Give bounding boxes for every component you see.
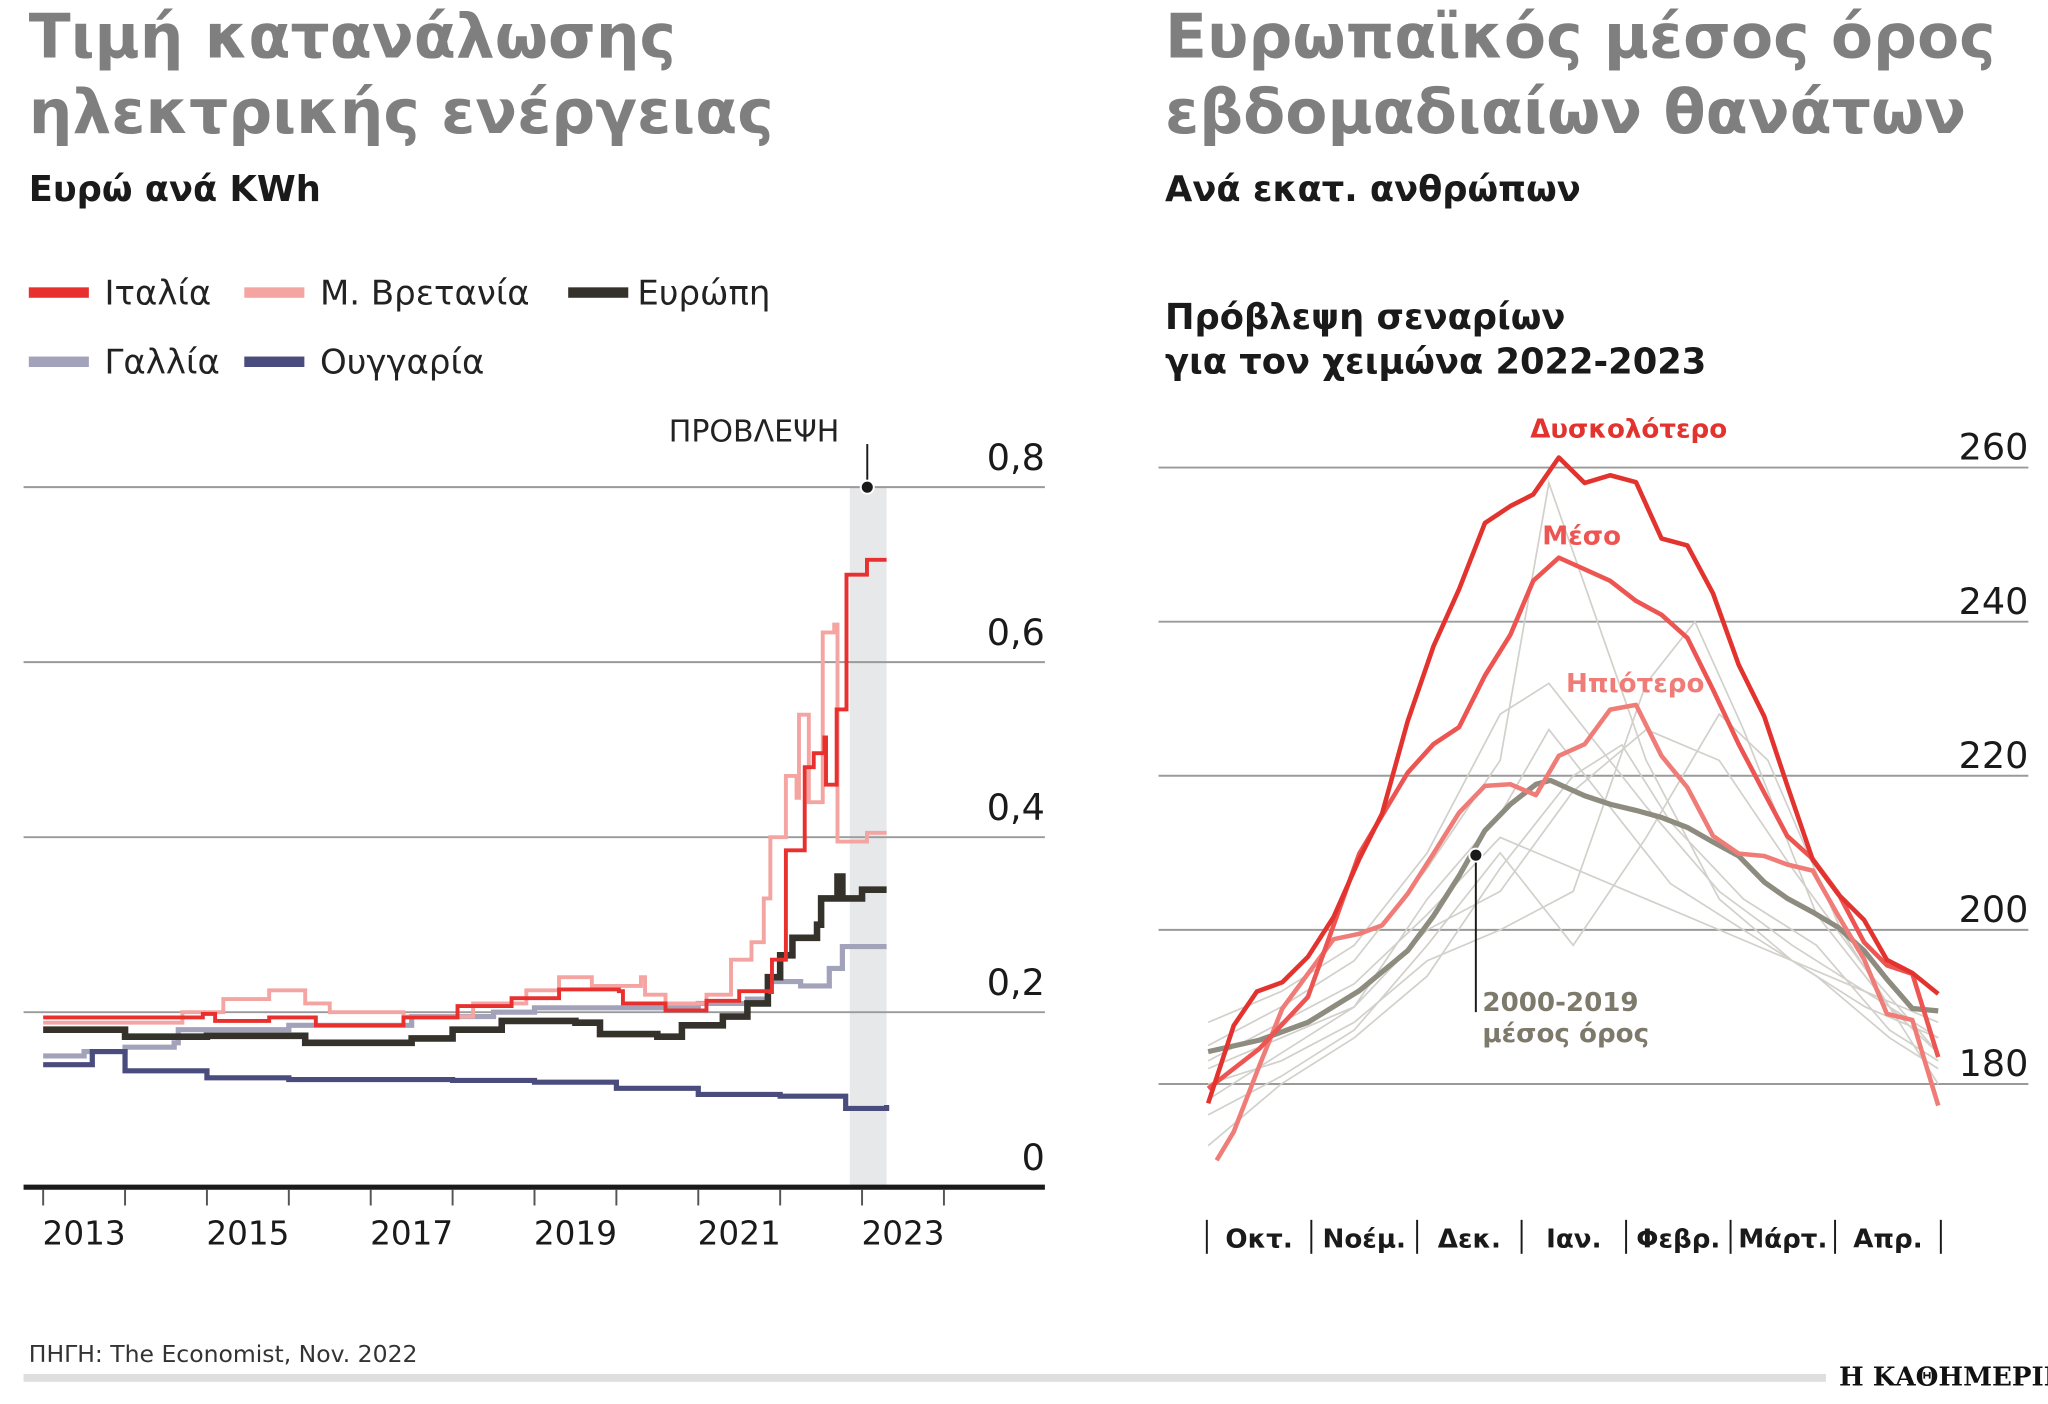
historical-year-line	[1207, 682, 1939, 1039]
mild-scenario-label: Ηπιότερο	[1566, 669, 1704, 699]
mild-scenario-line	[1214, 702, 1941, 1162]
average-2000-2019-line	[1207, 777, 1939, 1055]
y-tick-label: 220	[1959, 734, 2029, 777]
historical-year-line	[1207, 836, 1939, 1062]
legend-label-europe: Ευρώπη	[637, 273, 770, 313]
series-line-uk	[43, 622, 887, 1025]
y-tick-label: 180	[1959, 1042, 2029, 1085]
right-title-line1: Ευρωπαϊκός μέσος όρος	[1165, 1, 1995, 72]
hardest-scenario-label: Δυσκολότερο	[1530, 415, 1727, 445]
chart-title-line2: για τον χειμώνα 2022-2023	[1165, 342, 1706, 383]
forecast-label: ΠΡΟΒΛΕΨΗ	[669, 414, 840, 449]
series-line-italy	[43, 557, 887, 1028]
footer-bar	[23, 1373, 1826, 1382]
average-label-line1: 2000-2019	[1482, 988, 1638, 1018]
source-note: ΠΗΓΗ: The Economist, Nov. 2022	[29, 1340, 418, 1368]
x-tick-label: 2013	[43, 1215, 126, 1253]
left-subtitle: Ευρώ ανά KWh	[29, 169, 321, 210]
legend-label-uk: Μ. Βρετανία	[320, 273, 530, 313]
average-annotation-dot	[1468, 847, 1484, 863]
y-tick-label: 0,4	[987, 786, 1045, 829]
legend-swatch-france	[28, 356, 89, 367]
right-title-line2: εβδομαδιαίων θανάτων	[1165, 77, 1966, 148]
historical-year-line	[1207, 728, 1939, 1101]
electricity-price-chart: 0 0,2 0,4 0,6 0,8 2013 2015 2017 2019 2021 2023	[23, 436, 1045, 1253]
historical-year-line	[1207, 743, 1939, 1147]
legend-swatch-europe	[568, 287, 629, 298]
weekly-deaths-chart: 180 200 220 240 260 Οκτ. Νοέμ. Δεκ. Ιαν. Φεβρ. Μάρ…	[1158, 415, 2029, 1254]
x-tick-label: 2019	[534, 1215, 617, 1253]
y-tick-label: 0,2	[987, 961, 1045, 1004]
x-tick-label: 2023	[861, 1215, 944, 1253]
historical-year-line	[1207, 479, 1939, 1047]
y-tick-label: 0,8	[987, 436, 1045, 479]
month-label: Νοέμ.	[1322, 1224, 1405, 1254]
kathimerini-logo: Η ΚΑΘΗΜΕΡΙΝΗ	[1839, 1362, 2048, 1393]
month-label: Μάρτ.	[1738, 1224, 1827, 1254]
legend-swatch-italy	[28, 287, 89, 298]
chart-title-line1: Πρόβλεψη σεναρίων	[1165, 297, 1565, 338]
legend-swatch-hungary	[244, 356, 305, 367]
y-tick-label: 200	[1959, 888, 2029, 931]
legend-swatch-uk	[244, 287, 305, 298]
legend-label-hungary: Ουγγαρία	[320, 343, 484, 383]
left-legend: Ιταλία Μ. Βρετανία Ευρώπη Γαλλία Ουγγαρί…	[28, 273, 770, 383]
legend-label-italy: Ιταλία	[105, 273, 212, 313]
hardest-scenario-line	[1205, 455, 1940, 1105]
y-tick-label: 240	[1959, 580, 2029, 623]
average-label-line2: μέσος όρος	[1482, 1019, 1649, 1049]
month-label: Δεκ.	[1438, 1224, 1501, 1254]
month-label: Φεβρ.	[1636, 1224, 1720, 1254]
x-tick-label: 2015	[206, 1215, 289, 1253]
y-tick-label: 260	[1959, 426, 2029, 469]
month-label: Απρ.	[1853, 1224, 1922, 1254]
y-tick-label: 0	[1022, 1136, 1045, 1179]
x-tick-label: 2017	[370, 1215, 453, 1253]
historical-year-line	[1207, 712, 1939, 1116]
series-line-hungary	[43, 1048, 890, 1112]
right-subtitle: Ανά εκατ. ανθρώπων	[1165, 169, 1581, 210]
legend-label-france: Γαλλία	[105, 343, 220, 383]
x-tick-label: 2021	[698, 1215, 781, 1253]
forecast-pointer-dot	[859, 479, 875, 495]
y-tick-label: 0,6	[987, 611, 1045, 654]
left-title-line1: Τιμή κατανάλωσης	[29, 1, 676, 72]
month-label: Ιαν.	[1546, 1224, 1601, 1254]
series-line-france	[43, 943, 887, 1059]
month-label: Οκτ.	[1225, 1224, 1292, 1254]
left-title-line2: ηλεκτρικής ενέργειας	[29, 77, 774, 148]
medium-scenario-label: Μέσο	[1542, 522, 1621, 552]
historical-year-line	[1207, 620, 1939, 1085]
series-line-europe	[43, 873, 887, 1047]
